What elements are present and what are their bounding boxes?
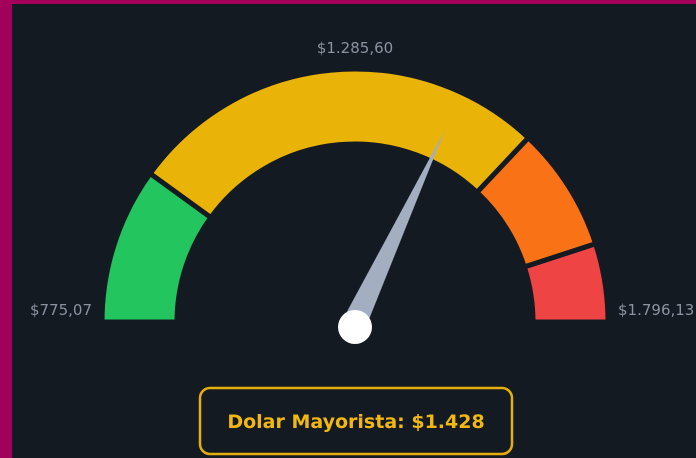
value-text: Dolar Mayorista: $1.428: [227, 411, 484, 433]
gauge-needle-group: [338, 130, 445, 344]
needle-hub: [338, 310, 372, 344]
value-label: $1.428: [411, 411, 484, 433]
gauge-band: [521, 240, 611, 325]
needle: [344, 130, 445, 328]
gauge-band: [146, 66, 532, 221]
tick-label: $1.285,60: [317, 39, 393, 57]
gauge-bands: [99, 66, 611, 325]
gauge-ticks: $775,07 $1.285,60 $1.796,13: [30, 39, 694, 319]
tick-label: $775,07: [30, 301, 92, 319]
value-box: [198, 386, 514, 456]
tick-label: $1.796,13: [618, 301, 694, 319]
value-caption: Dolar Mayorista:: [227, 411, 404, 433]
